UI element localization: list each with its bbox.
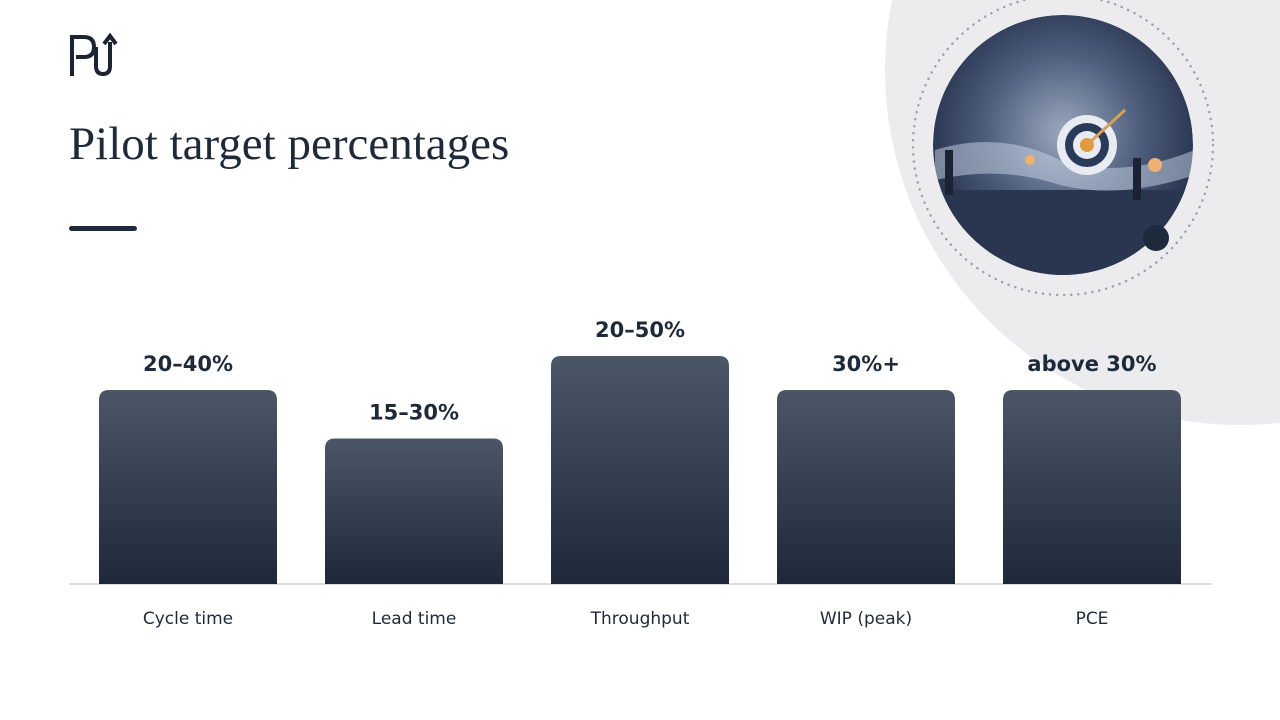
x-tick-label: WIP (peak) [820,609,912,629]
x-tick-label: Throughput [590,609,690,629]
title-underline [69,226,137,231]
bar [99,389,277,584]
bar [1003,389,1181,584]
value-label: above 30% [1027,352,1156,376]
chart-title: Pilot target percentages [69,118,509,170]
bar [777,389,955,584]
logo [70,32,118,77]
x-tick-label: PCE [1076,609,1109,629]
value-label: 20–40% [143,352,233,376]
decor-dot [1143,225,1169,251]
dotted-ring [911,0,1215,297]
value-label: 15–30% [369,400,459,424]
bar [551,356,729,584]
bar [325,438,503,584]
x-tick-label: Cycle time [143,609,233,629]
value-label: 30%+ [832,352,900,376]
value-label: 20–50% [595,318,685,342]
x-tick-label: Lead time [372,609,457,629]
